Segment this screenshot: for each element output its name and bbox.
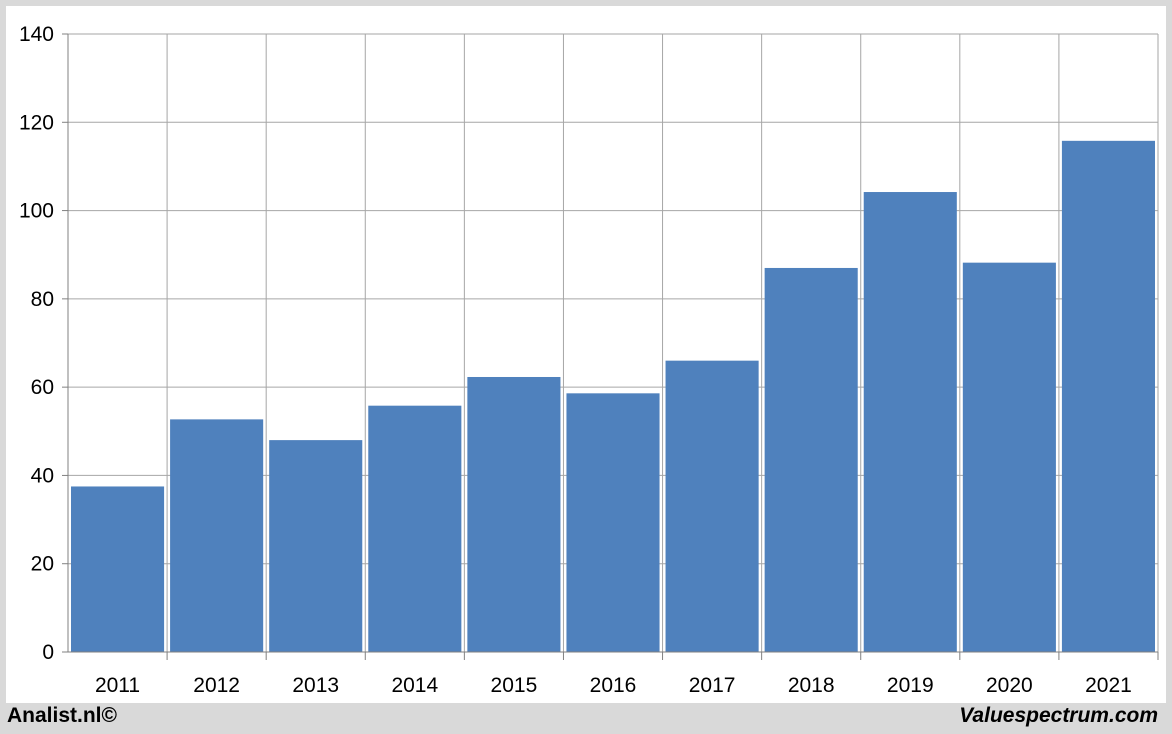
source-credit-right: Valuespectrum.com xyxy=(959,704,1158,727)
bar-2014 xyxy=(368,405,462,652)
y-tick-labels: 0 20 40 60 80 100 120 140 xyxy=(19,23,54,664)
x-tick-label: 2013 xyxy=(292,674,339,697)
x-tick-label: 2012 xyxy=(193,674,240,697)
y-tick-label: 140 xyxy=(19,23,54,46)
x-tick-label: 2011 xyxy=(95,674,140,697)
x-tick-label: 2016 xyxy=(590,674,637,697)
x-tick-labels: 2011 2012 2013 2014 2015 2016 2017 2018 2019 2020… xyxy=(95,674,1132,697)
x-tick-label: 2014 xyxy=(391,674,438,697)
bar-2021 xyxy=(1061,140,1155,652)
chart-area: 0 20 40 60 80 100 120 140 2011 2012 2013 2014 2015 2… xyxy=(6,6,1166,703)
y-tick-label: 40 xyxy=(31,464,54,487)
x-tick-label: 2018 xyxy=(788,674,835,697)
bar-2012 xyxy=(170,419,264,652)
y-tick-label: 80 xyxy=(31,288,54,311)
bar-2019 xyxy=(863,192,957,652)
bar-2018 xyxy=(764,267,858,652)
bar-2011 xyxy=(71,486,165,652)
y-tick-label: 0 xyxy=(42,641,54,664)
bar-2013 xyxy=(269,440,363,652)
x-tick-label: 2017 xyxy=(689,674,736,697)
source-credit-left: Analist.nl© xyxy=(7,704,117,727)
bar-2020 xyxy=(962,262,1056,652)
grid-lines xyxy=(68,33,1159,652)
y-tick-label: 100 xyxy=(19,200,54,223)
x-tick-label: 2020 xyxy=(986,674,1033,697)
bars xyxy=(71,140,1155,652)
y-tick-label: 20 xyxy=(31,553,54,576)
y-tick-label: 60 xyxy=(31,376,54,399)
axes xyxy=(62,33,1159,660)
y-tick-label: 120 xyxy=(19,111,54,134)
x-tick-label: 2019 xyxy=(887,674,934,697)
bar-2016 xyxy=(566,393,660,652)
x-tick-label: 2015 xyxy=(491,674,538,697)
x-tick-label: 2021 xyxy=(1085,674,1132,697)
bar-2015 xyxy=(467,376,561,652)
bar-2017 xyxy=(665,360,759,652)
